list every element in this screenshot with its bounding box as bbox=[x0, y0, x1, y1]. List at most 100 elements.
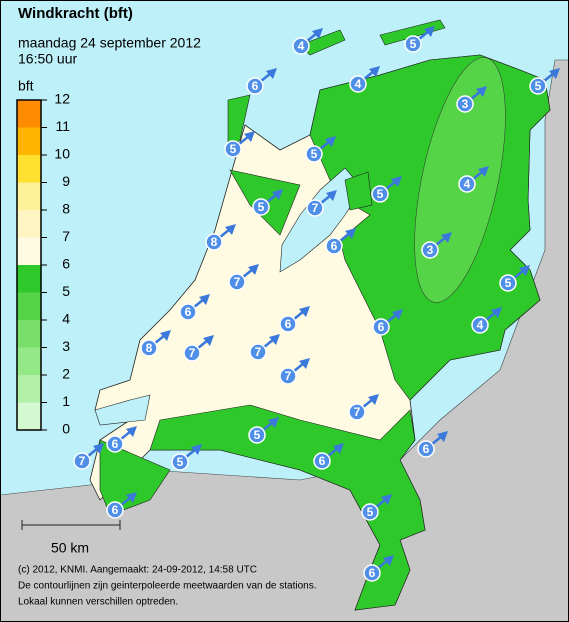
station-marker bbox=[372, 318, 390, 336]
station: 4 bbox=[471, 307, 502, 334]
station-value: 7 bbox=[234, 275, 241, 289]
station-value: 5 bbox=[230, 142, 237, 156]
wind-arrow-head bbox=[441, 232, 452, 243]
station: 5 bbox=[248, 417, 279, 444]
station-marker bbox=[279, 367, 297, 385]
wind-arrow-head bbox=[369, 66, 380, 77]
station-value: 7 bbox=[354, 405, 361, 419]
station-marker bbox=[471, 316, 489, 334]
station: 8 bbox=[205, 224, 236, 251]
wind-arrow-head bbox=[549, 68, 560, 79]
station-value: 5 bbox=[311, 147, 318, 161]
station-value: 5 bbox=[377, 187, 384, 201]
legend-band bbox=[17, 402, 41, 430]
wind-arrow-head bbox=[191, 444, 202, 455]
station: 3 bbox=[456, 86, 487, 113]
station: 5 bbox=[404, 26, 435, 53]
legend-tick-label: 6 bbox=[62, 256, 70, 272]
station: 6 bbox=[179, 294, 210, 321]
wind-arrow-head bbox=[269, 334, 280, 345]
station: 6 bbox=[325, 228, 356, 255]
station-value: 3 bbox=[462, 97, 469, 111]
island bbox=[227, 94, 251, 151]
station-marker bbox=[363, 564, 381, 582]
station-marker bbox=[371, 185, 389, 203]
legend-band bbox=[17, 347, 41, 375]
station-value: 7 bbox=[312, 201, 319, 215]
footer-line: (c) 2012, KNMI. Aangemaakt: 24-09-2012, … bbox=[18, 565, 257, 576]
legend-tick-label: 1 bbox=[62, 393, 70, 409]
station: 7 bbox=[279, 358, 310, 385]
station: 6 bbox=[363, 555, 394, 582]
scale-label: 50 km bbox=[51, 540, 89, 556]
station-marker bbox=[224, 140, 242, 158]
station-value: 7 bbox=[189, 346, 196, 360]
wind-arrow-head bbox=[266, 68, 277, 79]
legend-band bbox=[17, 210, 41, 238]
title: Windkracht (bft) bbox=[18, 5, 133, 22]
station-marker bbox=[305, 145, 323, 163]
station-marker bbox=[140, 339, 158, 357]
wind-arrow-head bbox=[392, 309, 403, 320]
legend-tick-label: 4 bbox=[62, 311, 70, 327]
station-marker bbox=[404, 35, 422, 53]
wind-arrow-head bbox=[160, 330, 171, 341]
station-value: 6 bbox=[331, 239, 338, 253]
wind-arrow-head bbox=[126, 426, 137, 437]
station: 3 bbox=[421, 232, 452, 259]
estuary bbox=[94, 394, 151, 426]
legend-tick-label: 3 bbox=[62, 338, 70, 354]
station-value: 6 bbox=[185, 305, 192, 319]
station: 6 bbox=[417, 431, 448, 458]
wind-arrow-head bbox=[248, 264, 259, 275]
station: 5 bbox=[361, 494, 392, 521]
date: maandag 24 september 2012 bbox=[18, 35, 201, 51]
station: 5 bbox=[224, 131, 255, 158]
station-marker bbox=[106, 501, 124, 519]
station: 5 bbox=[171, 444, 202, 471]
legend-band bbox=[17, 182, 41, 210]
station-value: 8 bbox=[146, 341, 153, 355]
wind-arrow-head bbox=[391, 176, 402, 187]
station-value: 6 bbox=[319, 454, 326, 468]
wind-arrow-head bbox=[299, 306, 310, 317]
station: 8 bbox=[140, 330, 171, 357]
station: 5 bbox=[371, 176, 402, 203]
time: 16:50 uur bbox=[18, 51, 77, 67]
station-marker bbox=[292, 37, 310, 55]
legend-tick-label: 0 bbox=[62, 421, 70, 437]
legend-tick-label: 2 bbox=[62, 366, 70, 382]
station-marker bbox=[179, 303, 197, 321]
wind-arrow-head bbox=[519, 265, 530, 276]
station-value: 6 bbox=[378, 320, 385, 334]
wind-arrow-head bbox=[312, 28, 323, 39]
station-marker bbox=[349, 75, 367, 93]
wind-arrow-head bbox=[244, 131, 255, 142]
station-marker bbox=[348, 403, 366, 421]
station-value: 5 bbox=[177, 455, 184, 469]
legend-tick-label: 12 bbox=[54, 91, 70, 107]
station-value: 5 bbox=[410, 37, 417, 51]
wind-arrow-head bbox=[424, 26, 435, 37]
station: 4 bbox=[349, 66, 380, 93]
station-value: 7 bbox=[79, 454, 86, 468]
station: 6 bbox=[313, 443, 344, 470]
wind-arrow-head bbox=[225, 224, 236, 235]
station: 7 bbox=[348, 394, 379, 421]
wind-arrow-head bbox=[345, 228, 356, 239]
station-value: 7 bbox=[285, 369, 292, 383]
wind-arrow-head bbox=[368, 394, 379, 405]
wind-arrow-head bbox=[381, 494, 392, 505]
station: 6 bbox=[106, 492, 137, 519]
legend-band bbox=[17, 155, 41, 183]
station-value: 8 bbox=[211, 235, 218, 249]
station-value: 6 bbox=[112, 503, 119, 517]
station: 6 bbox=[106, 426, 137, 453]
wind-arrow-head bbox=[299, 358, 310, 369]
station-marker bbox=[248, 426, 266, 444]
station-value: 5 bbox=[535, 79, 542, 93]
station: 7 bbox=[249, 334, 280, 361]
station-value: 4 bbox=[464, 177, 471, 191]
